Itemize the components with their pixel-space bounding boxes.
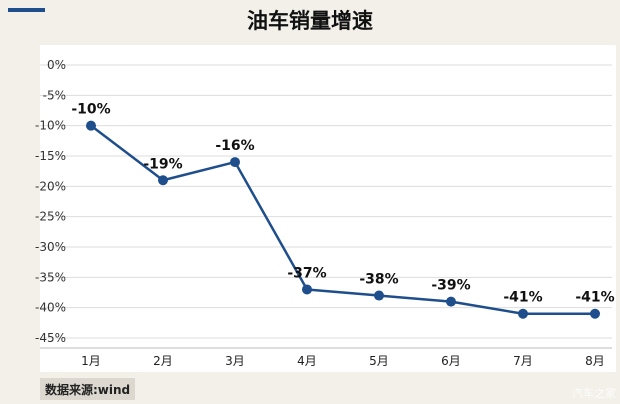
y-tick-label: 0% [47, 58, 66, 72]
data-point [158, 175, 168, 186]
data-point [590, 308, 600, 319]
data-point [302, 284, 312, 295]
x-tick-label: 5月 [369, 354, 389, 368]
data-label: -37% [287, 265, 326, 281]
y-tick-label: -40% [35, 301, 66, 315]
y-tick-label: -30% [35, 240, 66, 254]
title-accent-bar [8, 8, 45, 12]
data-label: -41% [575, 290, 614, 306]
y-tick-label: -10% [35, 119, 66, 133]
data-point [230, 157, 240, 168]
data-label: -38% [359, 272, 398, 288]
data-label: -41% [503, 290, 542, 306]
y-tick-label: -5% [43, 88, 66, 102]
x-tick-label: 7月 [513, 354, 533, 368]
source-label: 数据来源:wind [45, 383, 131, 397]
y-tick-label: -15% [35, 149, 66, 163]
watermark: 汽车之家 [572, 387, 616, 400]
data-point [86, 120, 96, 131]
series-line [90, 124, 595, 315]
chart-title: 油车销量增速 [247, 9, 373, 33]
x-tick-label: 4月 [297, 354, 317, 368]
x-tick-label: 8月 [585, 354, 605, 368]
x-tick-label: 2月 [153, 354, 173, 368]
y-tick-label: -20% [35, 179, 66, 193]
data-label: -10% [71, 102, 110, 118]
source-label-box [40, 378, 135, 400]
data-label: -16% [215, 138, 254, 154]
data-point [374, 290, 384, 301]
data-point [518, 308, 528, 319]
y-tick-label: -25% [35, 210, 66, 224]
x-tick-label: 3月 [225, 354, 245, 368]
data-label: -39% [431, 278, 470, 294]
data-label: -19% [143, 156, 182, 172]
data-point [446, 296, 456, 307]
y-tick-label: -45% [35, 331, 66, 345]
x-tick-label: 6月 [441, 354, 461, 368]
x-tick-label: 1月 [81, 354, 101, 368]
y-tick-label: -35% [35, 270, 66, 284]
